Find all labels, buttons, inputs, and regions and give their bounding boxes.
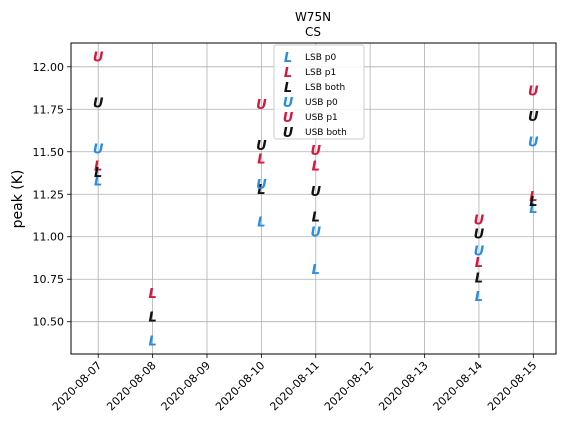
y-tick-label: 11.50 <box>33 146 65 159</box>
data-point: L <box>312 159 320 174</box>
data-point: L <box>312 210 320 225</box>
data-point: L <box>148 334 156 349</box>
data-point: U <box>93 51 104 66</box>
data-point: L <box>257 153 265 168</box>
data-point: L <box>312 263 320 278</box>
y-tick-label: 10.50 <box>33 316 65 329</box>
legend-entry: USB p0 <box>305 98 338 108</box>
legend-entry: USB p1 <box>305 113 338 123</box>
legend-marker: U <box>283 111 294 126</box>
data-point: L <box>475 272 483 287</box>
data-point: U <box>528 110 539 125</box>
chart-subtitle: CS <box>305 25 321 39</box>
legend-marker: L <box>284 66 292 81</box>
data-point: U <box>93 96 104 111</box>
data-point: L <box>257 215 265 230</box>
legend: L LSB p0 L LSB p1 L LSB both U USB p0 U USB p1 U US… <box>274 45 364 141</box>
legend-marker: U <box>283 126 294 141</box>
y-tick-label: 11.75 <box>33 103 65 116</box>
legend-entry: USB both <box>305 128 347 138</box>
data-point: U <box>528 85 539 100</box>
y-tick-label: 11.25 <box>33 188 65 201</box>
legend-marker: L <box>284 81 292 96</box>
y-axis-label: peak (K) <box>10 170 26 229</box>
legend-marker: U <box>283 96 294 111</box>
legend-entry: LSB both <box>305 83 345 93</box>
data-point: U <box>256 98 267 113</box>
data-point: U <box>310 144 321 159</box>
chart-title: W75N <box>295 10 331 24</box>
data-point: U <box>256 139 267 154</box>
data-point: L <box>94 166 102 181</box>
data-point: L <box>148 311 156 326</box>
y-tick-label: 11.00 <box>33 231 65 244</box>
data-point: U <box>256 178 267 193</box>
data-point: U <box>474 244 485 259</box>
y-tick-label: 12.00 <box>33 61 65 74</box>
y-tick-label: 10.75 <box>33 273 65 286</box>
legend-entry: LSB p0 <box>305 53 336 63</box>
data-point: L <box>475 290 483 305</box>
legend-entry: LSB p1 <box>305 68 336 78</box>
data-point: U <box>528 136 539 151</box>
data-point: U <box>310 185 321 200</box>
data-point: U <box>310 226 321 241</box>
data-point: U <box>474 227 485 242</box>
data-point: L <box>529 195 537 210</box>
legend-marker: L <box>284 51 292 66</box>
data-point: U <box>93 142 104 157</box>
data-point: L <box>148 287 156 302</box>
